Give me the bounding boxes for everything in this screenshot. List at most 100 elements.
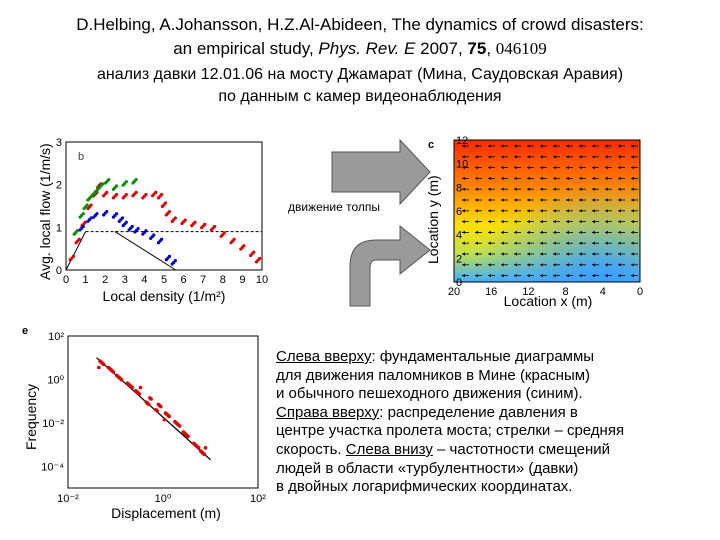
arrow-head-icon: [514, 166, 517, 170]
data-point: [130, 224, 134, 229]
arrow-head-icon: [488, 209, 491, 213]
data-point: [183, 218, 187, 222]
arrow-head-icon: [592, 274, 595, 278]
arrow-head-icon: [553, 209, 556, 213]
x-tick-label: 4: [141, 274, 147, 286]
arrow-head-icon: [592, 230, 595, 234]
x-tick-label: 8: [563, 286, 569, 298]
arrow-head-icon: [618, 155, 621, 159]
data-point: [173, 216, 177, 220]
panel-letter: e: [22, 325, 28, 337]
arrow-head-icon: [475, 220, 478, 224]
arrow-head-icon: [527, 263, 530, 267]
x-tick-label: 10⁰: [155, 493, 172, 505]
arrow-head-icon: [631, 187, 634, 191]
arrow-head-icon: [605, 209, 608, 213]
data-point: [124, 192, 128, 197]
arrow-head-icon: [475, 166, 478, 170]
arrow-head-icon: [501, 144, 504, 148]
arrow-head-icon: [527, 144, 530, 148]
arrows: [331, 138, 431, 307]
arrow-head-icon: [618, 166, 621, 170]
y-tick-label: 8: [456, 182, 462, 194]
arrow-head-icon: [579, 209, 582, 213]
panel-letter: b: [78, 151, 84, 163]
xlabel: Displacement (m): [111, 505, 221, 521]
arrow-head-icon: [540, 252, 543, 256]
arrow-head-icon: [488, 155, 491, 159]
arrow-head-icon: [566, 241, 569, 245]
arrow-head-icon: [462, 252, 465, 256]
arrow-head-icon: [488, 241, 491, 245]
arrow-head-icon: [527, 241, 530, 245]
pressure-heatmap-chart: Location y (m) c 20 16 12 8 4 0 0 2 4 6 8 10 12 Loc…: [425, 135, 643, 309]
arrow-head-icon: [566, 274, 569, 278]
data-point: [134, 177, 138, 182]
arrow-head-icon: [553, 198, 556, 202]
data-point: [119, 378, 124, 382]
arrow-head-icon: [605, 220, 608, 224]
data-point: [114, 184, 119, 188]
arrow-head-icon: [592, 252, 595, 256]
y-tick-label: 2: [456, 253, 462, 265]
data-point: [242, 244, 246, 248]
data-point: [89, 203, 93, 207]
arrow-head-icon: [462, 166, 465, 170]
data-point: [167, 414, 171, 419]
x-tick-label: 1: [83, 274, 89, 286]
arrow-head-icon: [631, 230, 634, 234]
arrow-head-icon: [475, 252, 478, 256]
arrow-head-icon: [462, 263, 465, 267]
arrow-head-icon: [514, 241, 517, 245]
arrow-head-icon: [553, 252, 556, 256]
arrow-head-icon: [631, 198, 634, 202]
arrow-head-icon: [579, 176, 582, 180]
arrow-head-icon: [631, 241, 634, 245]
y-tick-label: 10⁻²: [42, 418, 64, 430]
data-point: [101, 182, 105, 186]
data-point: [144, 192, 148, 197]
arrow-head-icon: [527, 274, 530, 278]
arrow-head-icon: [488, 187, 491, 191]
guide-line: [114, 231, 177, 271]
arrow-head-icon: [605, 155, 608, 159]
arrow-head-icon: [631, 220, 634, 224]
arrow-head-icon: [462, 144, 465, 148]
arrow-head-icon: [566, 187, 569, 191]
data-point: [105, 209, 109, 214]
arrow-head-icon: [501, 155, 504, 159]
arrow-head-icon: [605, 241, 608, 245]
arrow-head-icon: [605, 176, 608, 180]
arrow-head-icon: [475, 144, 478, 148]
data-point: [89, 216, 93, 220]
arrow-head-icon: [488, 274, 491, 278]
plot-frame: [67, 335, 259, 489]
data-point: [202, 452, 207, 457]
arrow-head-icon: [514, 274, 517, 278]
arrow-head-icon: [553, 230, 556, 234]
x-tick-label: 0: [63, 274, 69, 286]
arrow-head-icon: [579, 144, 582, 148]
data-point: [155, 409, 160, 413]
x-tick-label: 9: [239, 274, 245, 286]
arrow-head-icon: [462, 198, 465, 202]
arrow-head-icon: [631, 155, 634, 159]
arrow-head-icon: [592, 220, 595, 224]
arrow-head-icon: [527, 187, 530, 191]
subtitle-line-2: по данным с камер видеонаблюдения: [218, 88, 502, 105]
arrow-head-icon: [514, 176, 517, 180]
arrow-head-icon: [592, 144, 595, 148]
citation-line-1: D.Helbing, A.Johansson, H.Z.Al-Abideen, …: [76, 15, 644, 34]
arrow-head-icon: [592, 176, 595, 180]
caption-line: людей в области «турбулентности» (давки): [276, 459, 579, 477]
arrow-head-icon: [540, 198, 543, 202]
diagonal-guide: [65, 231, 177, 271]
arrow-head-icon: [462, 274, 465, 278]
arrow-head-icon: [605, 144, 608, 148]
ylabel: Location y (m): [425, 175, 441, 264]
arrow-head-icon: [501, 166, 504, 170]
arrow-head-icon: [475, 187, 478, 191]
arrow-head-icon: [475, 176, 478, 180]
arrow-head-icon: [501, 230, 504, 234]
caption-line: в двойных логарифмических координатах.: [276, 478, 573, 496]
